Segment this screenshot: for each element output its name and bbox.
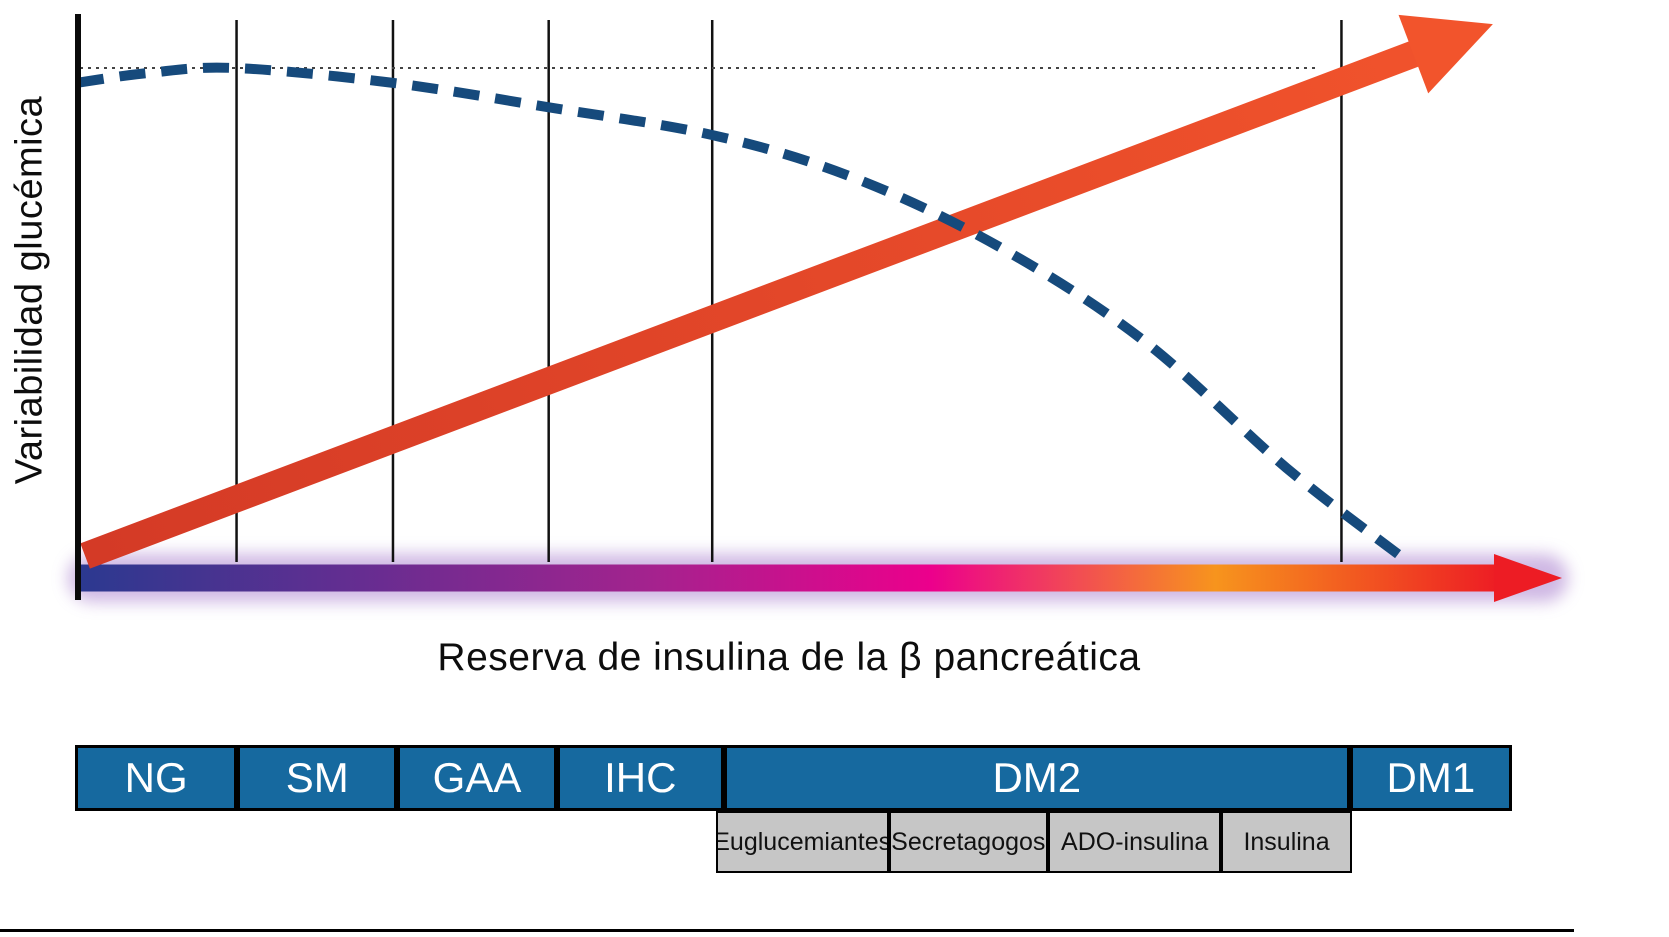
stage-cell-dm2: DM2 bbox=[723, 745, 1350, 811]
gradient-axis-arrow bbox=[76, 564, 1498, 592]
y-axis-line bbox=[75, 14, 81, 600]
treatment-cell-insulina: Insulina bbox=[1221, 811, 1352, 873]
stage-cell-sm: SM bbox=[237, 745, 398, 811]
stage-cell-ihc: IHC bbox=[556, 745, 724, 811]
treatment-cell-ado-insulina: ADO-insulina bbox=[1048, 811, 1222, 873]
x-axis-label: Reserva de insulina de la β pancreática bbox=[437, 636, 1141, 679]
red-trend-arrowhead bbox=[1398, 14, 1493, 94]
gradient-axis-arrowhead bbox=[1494, 554, 1562, 602]
treatment-cell-euglucemiantes: Euglucemiantes bbox=[715, 811, 889, 873]
stage-cell-ng: NG bbox=[75, 745, 238, 811]
stage-table: NG SM GAA IHC DM2 DM1 Euglucemiantes Secretago… bbox=[75, 745, 1512, 873]
treatment-cell-secretagogos: Secretagogos bbox=[888, 811, 1049, 873]
y-axis-label: Variabilidad glucémica bbox=[8, 95, 51, 485]
treatment-row: Euglucemiantes Secretagogos ADO-insulina In… bbox=[715, 811, 1352, 873]
red-trend-arrow-shaft bbox=[80, 39, 1424, 569]
stage-cell-dm1: DM1 bbox=[1349, 745, 1512, 811]
insulin-reserve-curve bbox=[77, 62, 1404, 560]
stage-cell-gaa: GAA bbox=[397, 745, 557, 811]
stage-row: NG SM GAA IHC DM2 DM1 bbox=[75, 745, 1512, 811]
bottom-rule-divider bbox=[0, 929, 1574, 932]
